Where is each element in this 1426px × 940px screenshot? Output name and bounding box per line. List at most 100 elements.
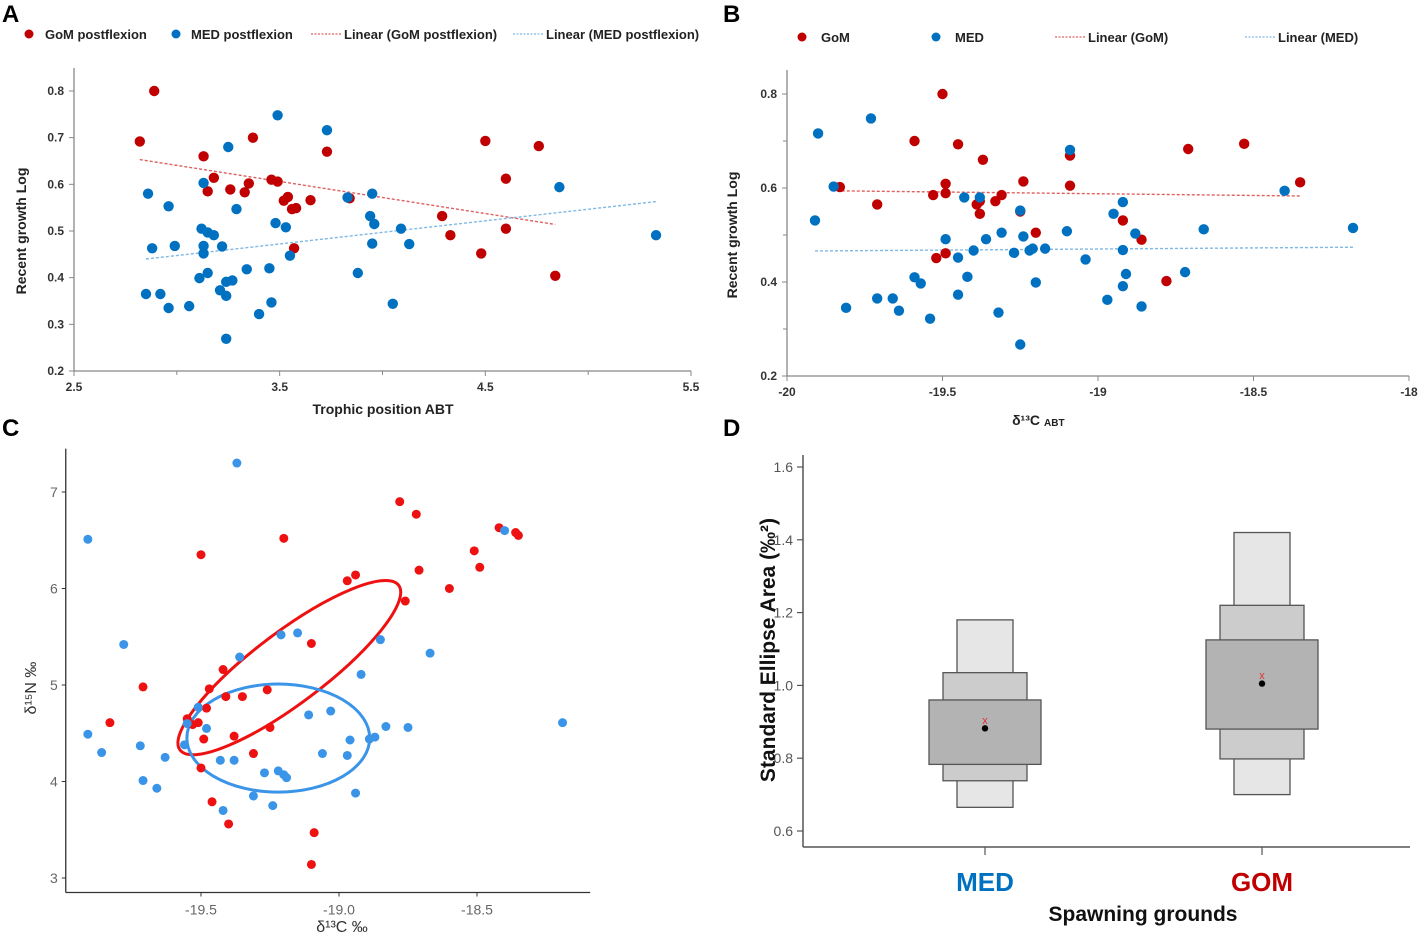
y-tick-label: 0.7 [47, 131, 64, 145]
data-point-med [198, 248, 209, 259]
data-point-med [1179, 266, 1191, 278]
data-point-gom [414, 565, 424, 575]
data-point-med [1130, 228, 1141, 239]
data-point-gom [940, 187, 951, 199]
y-tick-label: 0.6 [47, 177, 64, 191]
y-tick-label: 0.6 [774, 823, 794, 839]
y-axis-title-a: Recent growth Log [13, 168, 29, 295]
panel-letter-a: A [2, 1, 19, 28]
x-tick-label: -19.0 [323, 901, 355, 917]
data-point-med [321, 125, 333, 136]
data-point-gom [411, 509, 421, 519]
data-point-med [812, 128, 824, 139]
data-point-med [1117, 244, 1129, 256]
y-tick-label: 1.4 [774, 532, 794, 548]
x-tick-label: -19.5 [929, 385, 957, 399]
data-point-med [216, 241, 228, 252]
data-point-med [1015, 339, 1026, 350]
data-point-med [97, 748, 107, 758]
data-point-gom [500, 223, 512, 234]
data-point-med [215, 755, 225, 765]
data-point-med [1120, 268, 1132, 280]
data-point-gom [204, 684, 214, 694]
data-point-gom [247, 132, 259, 143]
axes-a: 2.5 3.5 4.5 5.5 0.2 0.3 0.4 0.5 0.6 0.7 0.8 [47, 68, 700, 394]
data-point-med [974, 192, 986, 203]
x-tick-label: 4.5 [477, 380, 494, 394]
data-point-gom [248, 749, 258, 759]
x-tick-label: 3.5 [271, 380, 288, 394]
mode-marker-gom [1258, 680, 1266, 687]
legend-b-gom-label: GoM [821, 30, 850, 45]
points-b [809, 88, 1359, 350]
data-point-gom [202, 186, 213, 197]
y-tick-label: 0.6 [760, 181, 777, 195]
data-point-gom [940, 178, 951, 189]
data-point-gom [229, 731, 239, 741]
x-axis-title-b: δ¹³C [1012, 412, 1040, 428]
data-point-med [282, 773, 292, 783]
legend-b-med-marker [931, 32, 941, 42]
trendline-linear-gom- [836, 190, 1301, 197]
x-tick-label: -19.5 [185, 901, 217, 917]
data-point-med [135, 741, 145, 751]
data-point-gom [290, 202, 302, 214]
trendlines-b [814, 190, 1354, 252]
data-point-gom [149, 85, 160, 97]
axes-c: -19.5 -19.0 -18.5 3 4 5 6 7 [50, 448, 591, 917]
data-point-med [952, 289, 964, 300]
data-point-med [1030, 277, 1042, 288]
x-tick-label: -18 [1400, 385, 1418, 399]
data-point-gom [105, 718, 115, 728]
data-point-gom [134, 136, 146, 147]
data-point-gom [1030, 227, 1042, 238]
panel-letter-d: D [723, 415, 740, 442]
axes-b: -20 -19.5 -19 -18.5 -18 0.2 0.4 0.6 0.8 [760, 70, 1418, 399]
data-point-med [231, 203, 242, 215]
data-point-med [342, 750, 352, 760]
data-point-med [1117, 281, 1129, 292]
data-point-med [163, 302, 174, 314]
data-point-med [959, 192, 970, 203]
data-point-gom [909, 135, 920, 147]
legend-a: GoM postflexion MED postflexion Linear (… [24, 27, 699, 42]
data-point-gom [138, 682, 148, 692]
data-point-med [227, 275, 238, 286]
data-point-gom [196, 763, 206, 773]
legend-b-gom-trend-label: Linear (GoM) [1088, 30, 1168, 45]
data-point-gom [974, 208, 986, 220]
data-point-gom [395, 497, 405, 507]
data-point-gom [871, 199, 883, 210]
y-tick-label: 0.5 [47, 224, 64, 238]
panel-b-chart: GoM MED Linear (GoM) Linear (MED) -20 -19… [724, 30, 1418, 429]
data-point-med [840, 302, 852, 314]
data-point-med [194, 272, 205, 284]
data-point-med [351, 788, 361, 798]
category-label-gom: GOM [1231, 867, 1293, 897]
data-point-gom [475, 562, 485, 572]
x-axis-title-a: Trophic position ABT [312, 401, 453, 417]
data-point-gom [1294, 177, 1306, 188]
data-point-med [276, 630, 286, 640]
data-point-med [223, 141, 234, 153]
data-point-gom [306, 859, 316, 869]
data-point-gom [272, 176, 283, 187]
y-tick-label: 0.8 [47, 84, 64, 98]
y-tick-label: 7 [50, 484, 58, 500]
data-point-med [284, 250, 296, 261]
data-point-med [218, 805, 228, 815]
panel-letter-c: C [2, 415, 19, 442]
data-point-gom [237, 692, 247, 702]
data-point-gom [1117, 215, 1129, 226]
data-point-med [375, 635, 385, 645]
data-point-med [1080, 254, 1091, 265]
data-point-med [198, 240, 209, 252]
data-point-med [293, 628, 303, 638]
data-point-med [163, 201, 174, 212]
data-point-gom [952, 139, 964, 150]
data-point-gom [239, 187, 250, 198]
data-point-med [887, 293, 898, 304]
data-point-med [381, 721, 391, 731]
